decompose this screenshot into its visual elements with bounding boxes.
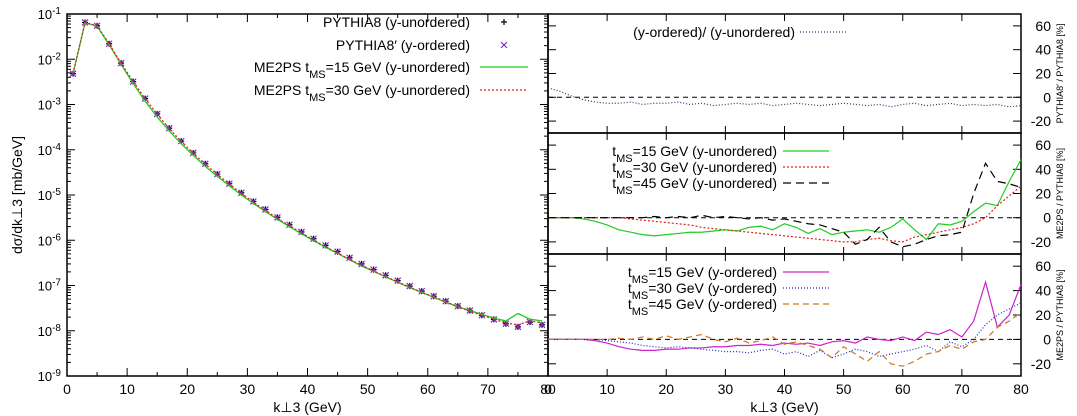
ratio-ytick-label: 40	[1035, 42, 1051, 58]
ratio-ytick-label: -20	[1031, 356, 1051, 372]
main-point-cross	[261, 205, 269, 213]
main-point-cross	[502, 320, 510, 328]
ratio-ytick-label: 0	[1043, 89, 1051, 105]
main-point-cross	[334, 248, 341, 256]
ratio-ytick-label: 0	[1043, 210, 1051, 226]
ratio-ylabel: ME2PS / PYTHIA8 [%]	[1055, 269, 1065, 360]
main-point-cross	[237, 189, 245, 197]
ratio-ytick-label: 20	[1035, 186, 1051, 202]
main-series-line-2	[72, 21, 543, 322]
ratio-ytick-label: 40	[1035, 161, 1051, 177]
main-xtick-label: 10	[119, 381, 135, 397]
ratio-series-line-1-0	[548, 159, 1022, 241]
ratio-xtick-label: 50	[836, 381, 852, 397]
main-ylabel: dσ/dk⊥3 [mb/GeV]	[9, 136, 25, 254]
main-ytick-label: 10-5	[38, 187, 62, 204]
ratio-legend-label: tMS=30 GeV (y-unordered)	[612, 159, 777, 181]
main-ytick-label: 10-6	[38, 232, 62, 249]
main-point-cross	[538, 321, 546, 329]
main-point-cross	[274, 213, 281, 221]
ratio-ytick-label: 20	[1035, 66, 1051, 82]
ratio-xtick-label: 40	[777, 381, 793, 397]
ratio-xtick-label: 0	[544, 381, 552, 397]
ratio-legend-label: tMS=45 GeV (y-unordered)	[612, 175, 777, 197]
main-point-cross	[298, 228, 305, 236]
main-legend-swatch	[501, 19, 507, 25]
main-xtick-label: 70	[480, 381, 496, 397]
ratio-ytick-label: -20	[1031, 113, 1051, 129]
main-xtick-label: 60	[420, 381, 436, 397]
ratio-xtick-label: 20	[658, 381, 674, 397]
ratio-series-line-2-2	[548, 312, 1022, 367]
ratio-xtick-label: 60	[895, 381, 911, 397]
main-xlabel: k⊥3 (GeV)	[273, 399, 341, 415]
main-xtick-label: 30	[240, 381, 256, 397]
ratio-ytick-label: 40	[1035, 283, 1051, 299]
ratio-xtick-label: 80	[1013, 381, 1029, 397]
ratio-ytick-label: 60	[1035, 18, 1051, 34]
main-ytick-label: 10-4	[38, 141, 62, 158]
ratio-xlabel: k⊥3 (GeV)	[750, 399, 818, 415]
ratio-legend-label: tMS=45 GeV (y-ordered)	[628, 296, 777, 318]
main-legend-label: ME2PS tMS=30 GeV (y-unordered)	[254, 82, 470, 104]
main-ytick-label: 10-9	[38, 368, 62, 385]
ratio-series-line-2-0	[548, 279, 1022, 351]
main-ytick-label: 10-2	[38, 51, 62, 68]
main-ytick-label: 10-7	[38, 277, 62, 294]
main-ytick-label: 10-8	[38, 322, 62, 339]
main-legend-swatch	[500, 41, 508, 49]
ratio-legend-label: tMS=15 GeV (y-unordered)	[612, 143, 777, 165]
ratio-ytick-label: 60	[1035, 137, 1051, 153]
ratio-ytick-label: 0	[1043, 331, 1051, 347]
main-legend-label: ME2PS tMS=15 GeV (y-unordered)	[254, 59, 470, 81]
ratio-legend-label: tMS=15 GeV (y-ordered)	[628, 264, 777, 286]
ratio-xtick-label: 30	[718, 381, 734, 397]
main-xtick-label: 20	[179, 381, 195, 397]
main-ytick-label: 10-3	[38, 96, 62, 113]
ratio-xtick-label: 70	[954, 381, 970, 397]
ratio-ylabel: PYTHIA8′ / PYTHIA8 [%]	[1055, 24, 1065, 124]
ratio-ytick-label: -20	[1031, 234, 1051, 250]
main-xtick-label: 80	[540, 381, 556, 397]
main-xtick-label: 0	[63, 381, 71, 397]
main-point-cross	[358, 260, 366, 268]
ratio-series-line-1-2	[548, 161, 1022, 248]
ratio-ytick-label: 20	[1035, 307, 1051, 323]
main-legend-label: PYTHIA8 (y-unordered)	[323, 14, 470, 30]
ratio-ylabel: ME2PS / PYTHIA8 [%]	[1055, 148, 1065, 239]
main-xtick-label: 40	[300, 381, 316, 397]
ratio-series-line-1-1	[548, 185, 1022, 243]
main-legend-label: PYTHIA8′ (y-ordered)	[336, 37, 470, 53]
main-xtick-label: 50	[360, 381, 376, 397]
main-ytick-label: 10-1	[38, 6, 62, 23]
ratio-series-line-0-0	[547, 87, 1022, 108]
ratio-legend-label: tMS=30 GeV (y-ordered)	[628, 280, 777, 302]
ratio-ytick-label: 60	[1035, 258, 1051, 274]
ratio-legend-label: (y-ordered)/ (y-unordered)	[633, 24, 795, 40]
ratio-xtick-label: 10	[599, 381, 615, 397]
